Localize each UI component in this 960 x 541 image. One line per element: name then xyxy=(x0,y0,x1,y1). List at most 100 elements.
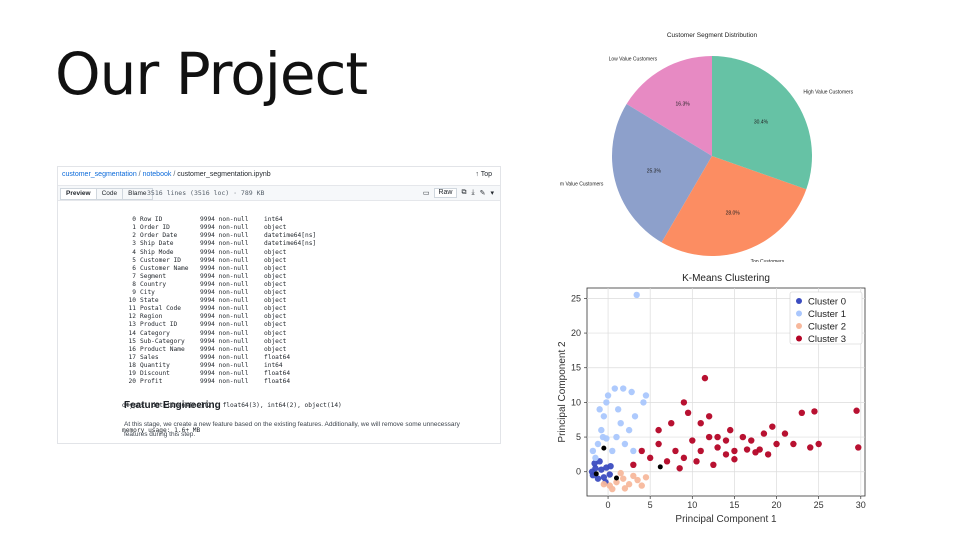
scatter-point xyxy=(589,447,597,455)
column-index: 10 xyxy=(128,297,136,305)
scatter-point xyxy=(625,426,633,434)
column-row: 1 Order ID 9994 non-null object xyxy=(122,224,342,232)
column-index: 6 xyxy=(132,264,136,272)
column-index: 18 xyxy=(128,361,136,369)
column-index: 13 xyxy=(128,321,136,329)
centroid-marker xyxy=(613,475,619,481)
tab-blame[interactable]: Blame xyxy=(122,188,153,200)
scatter-point xyxy=(676,465,683,472)
x-tick-label: 15 xyxy=(729,500,739,510)
scatter-point xyxy=(630,461,637,468)
pie-slice xyxy=(661,156,807,256)
scatter-point xyxy=(668,420,675,427)
section-text: At this stage, we create a new feature b… xyxy=(124,421,460,438)
column-dtype: int64 xyxy=(264,216,283,224)
notebook-output: 0 Row ID 9994 non-null int64 1 Order ID 9994 n… xyxy=(122,200,342,443)
column-info-list: 0 Row ID 9994 non-null int64 1 Order ID 9994 n… xyxy=(122,216,342,386)
column-row: 16 Product Name 9994 non-null object xyxy=(122,346,342,354)
column-index: 0 xyxy=(132,216,136,224)
centroid-marker xyxy=(657,464,663,470)
scatter-point xyxy=(743,446,751,453)
pie-pct-label: 16.3% xyxy=(676,102,691,108)
scatter-point xyxy=(773,440,780,448)
download-icon[interactable]: ⤓ xyxy=(471,189,475,196)
column-count: 9994 non-null xyxy=(200,305,249,313)
display-icon[interactable]: ▭ xyxy=(422,190,430,197)
scatter-point xyxy=(655,426,662,434)
scatter-point xyxy=(663,458,671,465)
column-dtype: object xyxy=(264,305,287,313)
column-index: 15 xyxy=(128,337,136,345)
tab-code[interactable]: Code xyxy=(95,188,124,200)
file-info: 3516 lines (3516 loc) · 789 KB xyxy=(147,189,265,197)
column-name: State xyxy=(140,297,159,305)
column-count: 9994 non-null xyxy=(200,378,249,386)
column-row: 15 Sub-Category 9994 non-null object xyxy=(122,338,342,346)
column-dtype: object xyxy=(264,345,287,353)
x-tick-label: 20 xyxy=(772,500,782,510)
pie-slice-label: High Value Customers xyxy=(803,89,853,95)
scatter-point xyxy=(853,407,860,414)
column-row: 4 Ship Mode 9994 non-null object xyxy=(122,249,342,257)
column-name: Quantity xyxy=(140,361,170,369)
dtypes-line: dtypes: datetime64[ns](2), float64(3), i… xyxy=(122,402,342,410)
scatter-point xyxy=(634,476,641,484)
file-tools: ▭ Raw ⧉ ⤓ ✎ ▾ xyxy=(423,188,494,198)
centroid-marker xyxy=(601,445,607,451)
legend-marker xyxy=(796,310,802,317)
column-dtype: object xyxy=(264,329,287,337)
scatter-point xyxy=(592,454,599,462)
scatter-point xyxy=(600,413,608,420)
y-tick-label: 5 xyxy=(576,432,581,442)
column-index: 9 xyxy=(132,289,136,297)
column-count: 9994 non-null xyxy=(200,289,249,297)
scatter-point xyxy=(638,482,645,489)
scatter-point xyxy=(764,451,772,458)
top-link[interactable]: ↑ Top xyxy=(475,171,492,178)
chevron-down-icon[interactable]: ▾ xyxy=(490,190,494,197)
column-index: 7 xyxy=(132,272,136,280)
column-count: 9994 non-null xyxy=(200,248,249,256)
pie-slice xyxy=(712,56,812,190)
memory-line: memory usage: 1.6+ MB xyxy=(122,426,201,434)
copy-icon[interactable]: ⧉ xyxy=(461,189,467,196)
file-toolbar: Preview Code Blame 3516 lines (3516 loc)… xyxy=(58,185,500,201)
edit-icon[interactable]: ✎ xyxy=(479,190,486,197)
column-count: 9994 non-null xyxy=(200,280,249,288)
scatter-point xyxy=(739,433,747,441)
scatter-point xyxy=(630,447,637,455)
column-name: Product ID xyxy=(140,321,178,329)
column-row: 9 City 9994 non-null object xyxy=(122,289,342,297)
raw-button[interactable]: Raw xyxy=(434,188,457,198)
column-row: 10 State 9994 non-null object xyxy=(122,297,342,305)
legend-label: Cluster 3 xyxy=(808,334,846,345)
scatter-point xyxy=(642,474,650,481)
scatter-point xyxy=(609,447,616,455)
pie-pct-label: 28.0% xyxy=(726,210,741,216)
breadcrumb-repo-link[interactable]: customer_segmentation xyxy=(62,171,137,178)
column-name: Sub-Category xyxy=(140,337,185,345)
column-row: 6 Customer Name 9994 non-null object xyxy=(122,265,342,273)
scatter-point xyxy=(769,423,776,430)
legend-label: Cluster 0 xyxy=(808,297,846,308)
scatter-point xyxy=(630,472,637,480)
column-row: 17 Sales 9994 non-null float64 xyxy=(122,354,342,362)
scatter-point xyxy=(594,475,602,482)
column-index: 16 xyxy=(128,345,136,353)
column-index: 11 xyxy=(128,305,136,313)
pie-slice xyxy=(626,56,712,156)
column-name: Profit xyxy=(140,378,163,386)
breadcrumb-folder-link[interactable]: notebook xyxy=(142,171,172,178)
column-dtype: object xyxy=(264,248,287,256)
column-index: 12 xyxy=(128,313,136,321)
pie-slice-label: Low Value Customers xyxy=(609,56,658,62)
legend-box xyxy=(789,291,863,345)
scatter-point xyxy=(798,409,806,416)
column-row: 5 Customer ID 9994 non-null object xyxy=(122,257,342,265)
scatter-point xyxy=(705,413,713,420)
tab-preview[interactable]: Preview xyxy=(60,188,97,200)
pie-slice-label: Top Customers xyxy=(751,259,785,262)
x-tick-label: 0 xyxy=(606,500,611,510)
column-name: Order ID xyxy=(140,224,170,232)
column-dtype: object xyxy=(264,289,287,297)
